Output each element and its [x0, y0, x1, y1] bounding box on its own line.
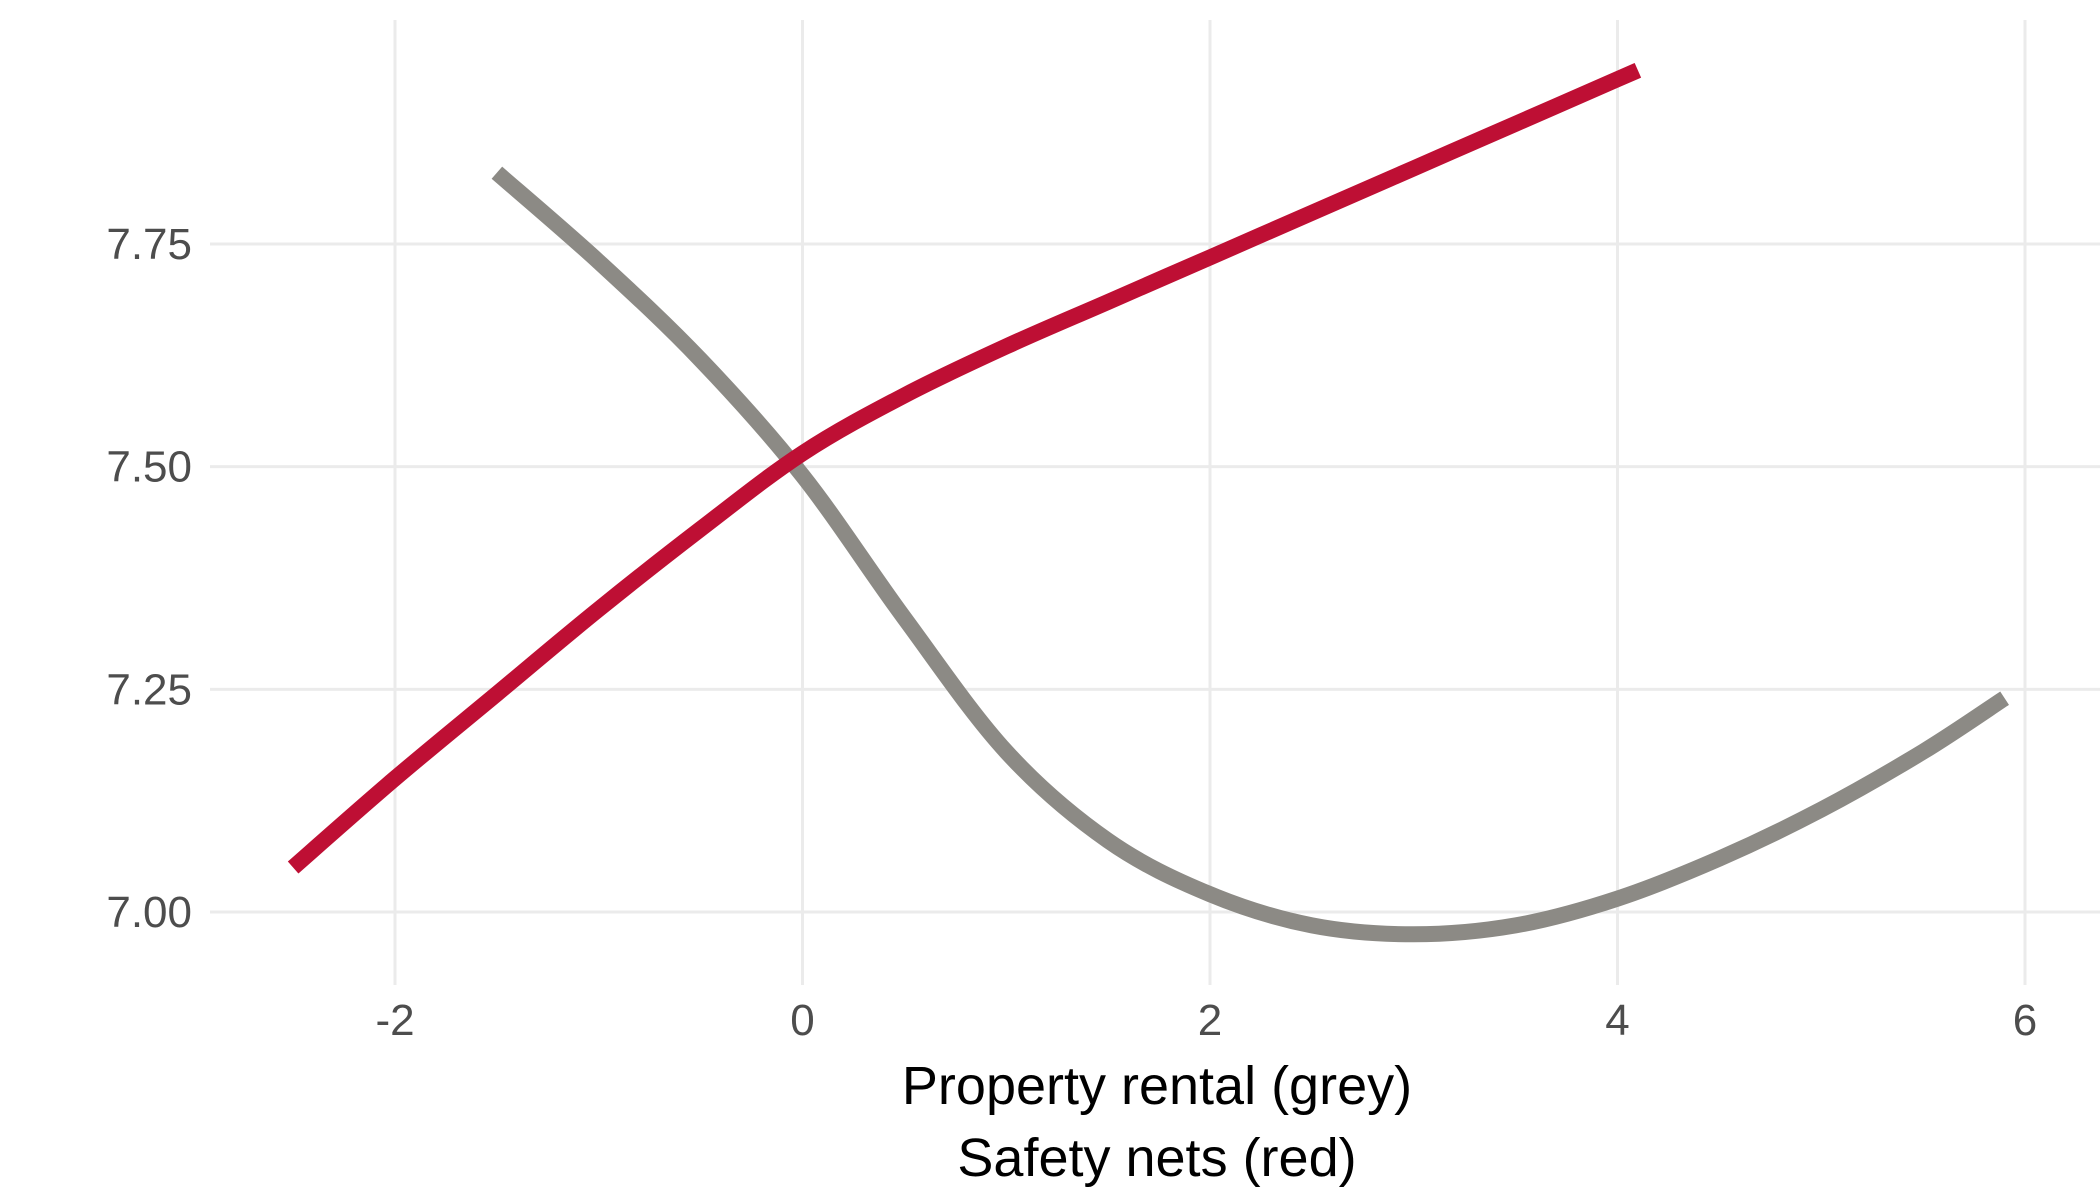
y-tick-label: 7.50	[106, 443, 192, 492]
x-axis-title-line-2: Safety nets (red)	[957, 1128, 1356, 1188]
y-axis-tick-labels: 7.00 7.25 7.50 7.75	[106, 220, 192, 937]
series-line-safety-nets	[287, 62, 1642, 874]
series-lines	[287, 62, 2009, 943]
series-line-property-rental	[491, 166, 2009, 943]
y-tick-label: 7.25	[106, 665, 192, 714]
x-tick-label: 4	[1605, 996, 1629, 1045]
x-tick-label: -2	[375, 996, 414, 1045]
grid	[210, 20, 2100, 985]
x-tick-label: 0	[790, 996, 814, 1045]
x-tick-label: 2	[1198, 996, 1222, 1045]
y-tick-label: 7.75	[106, 220, 192, 269]
x-axis-title-line-1: Property rental (grey)	[902, 1056, 1412, 1116]
x-tick-label: 6	[2013, 996, 2037, 1045]
y-tick-label: 7.00	[106, 888, 192, 937]
x-axis-tick-labels: -2 0 2 4 6	[375, 996, 2037, 1045]
